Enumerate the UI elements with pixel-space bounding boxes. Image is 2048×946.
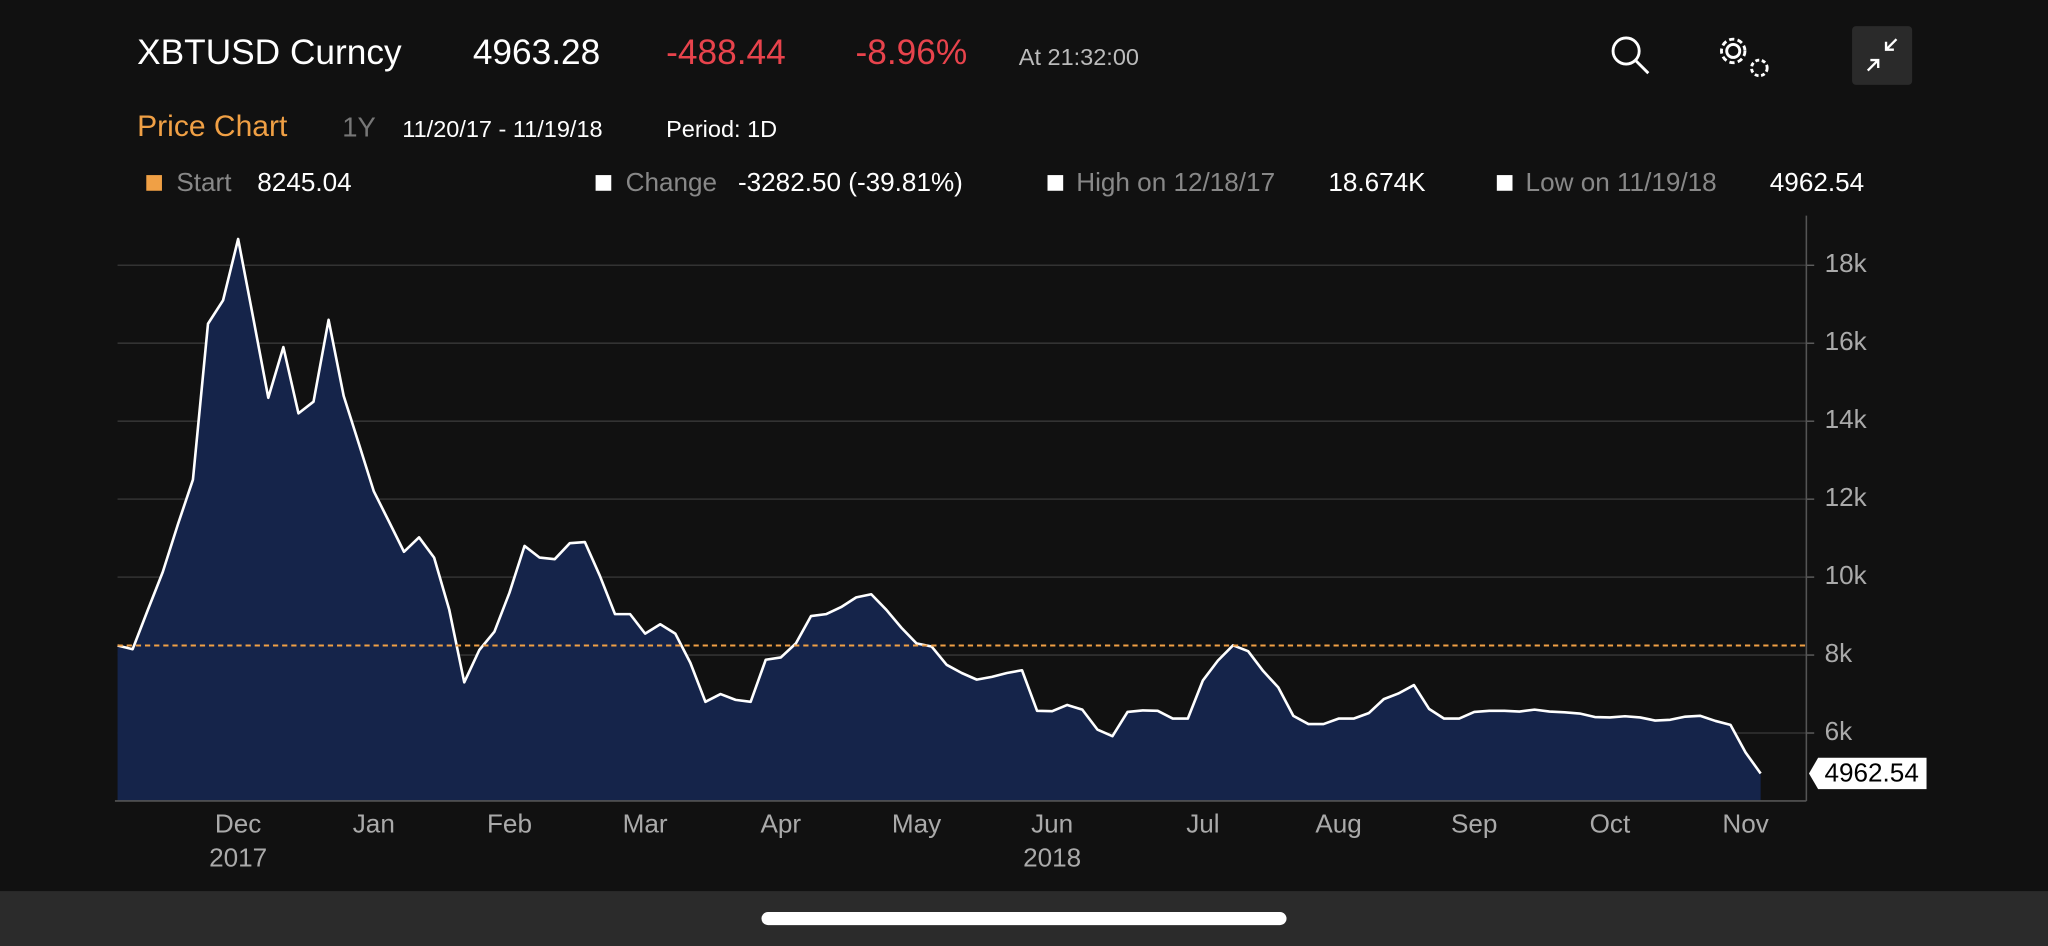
- last-price-label: 4962.54: [1824, 758, 1918, 788]
- plot: 6k 8k 10k 12k 14k 16k 18k Dec Jan Feb Mar Apr May Jun…: [114, 215, 1927, 873]
- price-line: [117, 237, 1762, 775]
- x-tick-label: Jul: [1186, 809, 1219, 839]
- timestamp: At 21:32:00: [1019, 44, 1139, 70]
- y-tick-label: 12k: [1825, 482, 1868, 512]
- change-label: Change: [626, 167, 717, 197]
- y-tick-label: 10k: [1825, 560, 1868, 590]
- date-range: 11/20/17 - 11/19/18: [402, 116, 602, 142]
- search-glass: [1611, 36, 1641, 66]
- gear-small: [1750, 58, 1769, 78]
- low-value: 4962.54: [1770, 167, 1864, 197]
- last-price-tag: [1808, 757, 1927, 790]
- low-swatch: [1496, 175, 1513, 191]
- start-swatch: [146, 175, 162, 191]
- change-swatch: [595, 175, 612, 191]
- x-tick-label: Sep: [1451, 809, 1497, 839]
- last-price: 4963.28: [473, 33, 600, 72]
- change-value: -3282.50 (-39.81%): [738, 167, 963, 197]
- high-label: High on 12/18/17: [1076, 167, 1275, 197]
- start-value: 8245.04: [257, 167, 351, 197]
- y-tick-label: 6k: [1825, 716, 1854, 746]
- net-change: -488.44: [666, 33, 786, 72]
- y-tick-label: 8k: [1825, 638, 1854, 668]
- minimize-bg: [1852, 26, 1913, 85]
- x-tick-label: May: [892, 809, 941, 839]
- high-value: 18.674K: [1328, 167, 1426, 197]
- range[interactable]: 1Y: [342, 112, 376, 143]
- period[interactable]: Period: 1D: [666, 116, 777, 142]
- y-tick-label: 16k: [1825, 326, 1868, 356]
- x-tick-label: Oct: [1590, 809, 1631, 839]
- x-tick-label: Aug: [1315, 809, 1361, 839]
- y-tick-label: 18k: [1825, 248, 1868, 278]
- home-indicator[interactable]: [761, 912, 1287, 926]
- x-tick-label: Jun: [1031, 809, 1073, 839]
- high-swatch: [1047, 175, 1064, 191]
- gear-large: [1720, 37, 1747, 65]
- x-tick-label: Mar: [623, 809, 668, 839]
- x-tick-label: Nov: [1722, 809, 1768, 839]
- pct-change: -8.96%: [856, 33, 968, 72]
- gear-large-hub: [1725, 42, 1742, 59]
- x-tick-label: Feb: [487, 809, 532, 839]
- search-handle: [1634, 59, 1650, 75]
- low-label: Low on 11/19/18: [1526, 167, 1717, 197]
- x-year-label: 2017: [209, 843, 267, 873]
- start-label: Start: [176, 167, 232, 197]
- minimize-arrows: [1866, 38, 1898, 72]
- x-tick-label: Apr: [761, 809, 802, 839]
- x-tick-label: Dec: [215, 809, 261, 839]
- x-tick-label: Jan: [353, 809, 395, 839]
- y-tick-label: 14k: [1825, 404, 1868, 434]
- settings-icon[interactable]: [1720, 37, 1769, 78]
- area: [117, 238, 1761, 801]
- search-icon[interactable]: [1611, 36, 1650, 75]
- minimize-button[interactable]: [1852, 26, 1913, 85]
- x-year-label: 2018: [1023, 843, 1081, 873]
- ticker: XBTUSD Curncy: [137, 33, 402, 72]
- chart-title[interactable]: Price Chart: [137, 110, 288, 143]
